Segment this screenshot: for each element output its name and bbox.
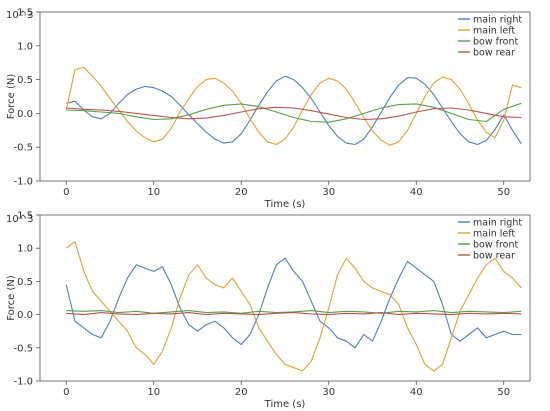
panel1-series-line-main-right xyxy=(66,75,522,146)
panel1-series-line-bow-rear xyxy=(66,106,522,121)
panel1-scale-label: 10^3 xyxy=(6,10,33,21)
panel2-ytick-label: 1.5 xyxy=(17,211,33,222)
panel1-plot-frame xyxy=(39,11,531,182)
panel2-legend-label-bow-rear: bow rear xyxy=(473,251,515,262)
panel2-xtick-label: 30 xyxy=(322,387,335,398)
panel2-ytick-label: 0.0 xyxy=(17,310,33,321)
panel1-legend-label-main-right: main right xyxy=(473,15,522,26)
panel1-series-line-bow-front xyxy=(66,102,522,123)
panel1-ytick-label: -0.5 xyxy=(13,143,33,154)
panel2-xtick-label: 10 xyxy=(147,387,160,398)
panel1-x-axis-label: Time (s) xyxy=(264,199,306,210)
panel2-xtick-label: 20 xyxy=(235,387,248,398)
panel1-ytick-label: 0.5 xyxy=(17,75,33,86)
panel1-legend-label-bow-rear: bow rear xyxy=(473,48,515,59)
panel2-xtick-label: 50 xyxy=(497,387,510,398)
panel1-xtick-label: 20 xyxy=(235,187,248,198)
panel1-legend-label-bow-front: bow front xyxy=(473,37,519,48)
panel2-x-axis-label: Time (s) xyxy=(264,399,306,410)
panel2-legend-label-bow-front: bow front xyxy=(473,240,519,251)
panel2-series-line-bow-front xyxy=(66,310,522,314)
panel2-legend-label-main-left: main left xyxy=(473,229,515,240)
panel1-xtick-label: 30 xyxy=(322,187,335,198)
panel2-ytick-label: 1.0 xyxy=(17,244,33,255)
panel2-legend-label-main-right: main right xyxy=(473,218,522,229)
panel2-series-line-main-left xyxy=(65,241,522,372)
panel2-ytick-label: -1.0 xyxy=(13,377,33,388)
panel2-xtick-label: 40 xyxy=(410,387,423,398)
panel2-series-line-main-right xyxy=(65,257,522,349)
panel1-y-axis-label: Force (N) xyxy=(6,74,17,120)
panel1-legend-label-main-left: main left xyxy=(473,26,515,37)
panel2-y-axis-label: Force (N) xyxy=(6,275,17,321)
panel1-ytick-label: 0.0 xyxy=(17,109,33,120)
panel1-ytick-label: -1.0 xyxy=(13,177,33,188)
panel1-xtick-label: 10 xyxy=(147,187,160,198)
panel1-series-line-main-left xyxy=(65,66,522,146)
panel2-plot-frame xyxy=(39,214,531,382)
panel2-scale-label: 10^3 xyxy=(6,214,33,225)
panel2-series-line-bow-rear xyxy=(66,312,522,316)
panel2-ytick-label: -0.5 xyxy=(13,343,33,354)
panel2-xtick-label: 0 xyxy=(63,387,69,398)
panel1-xtick-label: 0 xyxy=(63,187,69,198)
panel1-xtick-label: 40 xyxy=(410,187,423,198)
panel2-ytick-label: 0.5 xyxy=(17,277,33,288)
panel1-xtick-label: 50 xyxy=(497,187,510,198)
panel1-ytick-label: 1.5 xyxy=(17,8,33,19)
panel1-ytick-label: 1.0 xyxy=(17,41,33,52)
